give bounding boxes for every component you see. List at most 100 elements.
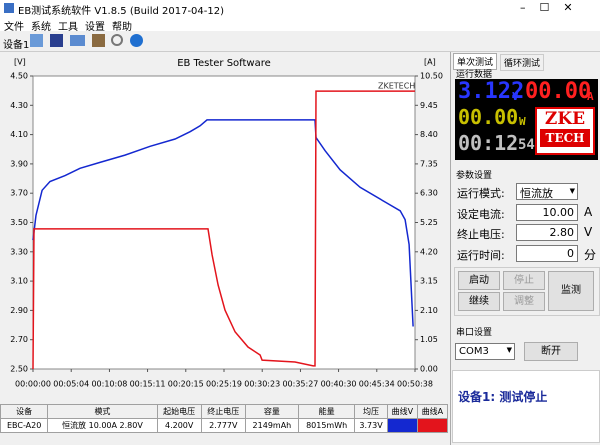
y-tick-label: 3.30 bbox=[10, 247, 28, 256]
port-select[interactable]: COM3 ▼ bbox=[455, 343, 515, 360]
cell: 2.777V bbox=[200, 418, 246, 433]
display-panel: 3.122 V 00.00 A 00.00 W 00:12 54 ZKE TEC… bbox=[455, 79, 598, 160]
menu-item[interactable]: 文件 bbox=[4, 22, 24, 33]
adjust-button: 调整 bbox=[503, 292, 545, 311]
logo-top: ZKE bbox=[544, 109, 586, 129]
monitor-icon[interactable] bbox=[70, 35, 85, 46]
start-button[interactable]: 启动 bbox=[458, 271, 500, 290]
window-title: EB测试系统软件 V1.8.5 (Build 2017-04-12) bbox=[18, 6, 225, 17]
section-label: 参数设置 bbox=[456, 171, 493, 181]
x-tick-label: 00:05:04 bbox=[53, 380, 89, 389]
divider bbox=[450, 52, 451, 445]
status-text: 设备1: 测试停止 bbox=[458, 390, 548, 404]
status-box: 设备1: 测试停止 bbox=[452, 370, 600, 443]
param-label: 运行模式: bbox=[457, 187, 505, 200]
title-bar: EB测试系统软件 V1.8.5 (Build 2017-04-12) –☐✕ bbox=[0, 0, 600, 17]
param-label: 终止电压: bbox=[457, 228, 505, 241]
header-cell: 设备 bbox=[0, 404, 49, 419]
y2-tick-label: 5.25 bbox=[420, 218, 438, 227]
param-unit: V bbox=[584, 225, 593, 239]
monitor-button[interactable]: 监测 bbox=[548, 271, 594, 311]
curve-swatch[interactable] bbox=[416, 418, 449, 433]
search-icon[interactable] bbox=[111, 34, 123, 46]
menu-item[interactable]: 工具 bbox=[58, 22, 78, 33]
disconnect-button[interactable]: 断开 bbox=[524, 342, 578, 361]
x-tick-label: 00:25:19 bbox=[206, 380, 242, 389]
info-icon[interactable] bbox=[130, 34, 143, 47]
x-tick-label: 00:10:08 bbox=[91, 380, 127, 389]
menu-item[interactable]: 系统 bbox=[31, 22, 51, 33]
logo-bottom: TECH bbox=[540, 129, 590, 147]
param-value: 恒流放 bbox=[520, 187, 553, 200]
header-row: 设备 模式 起始电压 终止电压 容量 能量 均压 曲线V 曲线A bbox=[0, 404, 449, 419]
x-tick-label: 00:30:23 bbox=[244, 380, 280, 389]
param-label: 运行时间: bbox=[457, 248, 505, 262]
device-selector[interactable]: 设备1 bbox=[3, 40, 30, 51]
app-icon bbox=[4, 3, 14, 13]
data-row: EBC-A20 恒流放 10.00A 2.80V 4.200V 2.777V 2149m… bbox=[0, 418, 449, 433]
power-display: 00.00 bbox=[458, 105, 519, 129]
y2-tick-label: 2.10 bbox=[420, 306, 438, 315]
header-cell: 起始电压 bbox=[156, 404, 202, 419]
menu-bar: 文件 系统 工具 设置 帮助 bbox=[0, 16, 600, 33]
cell: 8015mWh bbox=[297, 418, 356, 433]
y2-tick-label: 8.40 bbox=[420, 130, 438, 139]
param-unit: 分 bbox=[584, 247, 597, 262]
param-field[interactable]: 0 bbox=[516, 244, 578, 262]
port: COM3 bbox=[459, 346, 489, 357]
menu-item[interactable]: 帮助 bbox=[112, 22, 132, 33]
curve-swatch[interactable] bbox=[386, 418, 418, 433]
y-tick-label: 3.70 bbox=[10, 189, 28, 198]
y2-tick-label: 3.15 bbox=[420, 277, 438, 286]
x-tick-label: 00:15:11 bbox=[130, 380, 166, 389]
header-cell: 终止电压 bbox=[200, 404, 246, 419]
header-cell: 均压 bbox=[354, 404, 388, 419]
x-tick-label: 00:20:15 bbox=[168, 380, 204, 389]
save-icon[interactable] bbox=[50, 34, 63, 47]
summary-table: 设备 模式 起始电压 终止电压 容量 能量 均压 曲线V 曲线A EBC-A20 恒流放 10.00… bbox=[0, 404, 449, 433]
x-tick-label: 00:50:38 bbox=[397, 380, 433, 389]
param-value: 10.00 bbox=[542, 205, 575, 219]
header-cell: 曲线V bbox=[386, 404, 418, 419]
param-unit: A bbox=[584, 204, 593, 219]
time-display: 00:12 bbox=[458, 131, 519, 155]
cell: 4.200V bbox=[156, 418, 202, 433]
tab[interactable]: 循环测试 bbox=[500, 54, 545, 71]
param-field[interactable]: 10.00 bbox=[516, 203, 578, 221]
param-field[interactable]: 恒流放 ▼ bbox=[516, 183, 578, 200]
header-cell: 能量 bbox=[297, 404, 356, 419]
continue-button[interactable]: 继续 bbox=[458, 292, 500, 311]
open-icon[interactable] bbox=[30, 34, 43, 47]
y2-tick-label: 1.05 bbox=[420, 335, 438, 344]
logo: ZKE TECH bbox=[535, 107, 595, 155]
section-label: 串口设置 bbox=[456, 328, 493, 338]
y2-tick-label: 10.50 bbox=[420, 72, 443, 81]
y-tick-label: 2.50 bbox=[10, 365, 28, 374]
param-label: 设定电流: bbox=[457, 207, 505, 221]
dropdown-arrow: ▼ bbox=[569, 187, 575, 195]
header-cell: 曲线A bbox=[416, 404, 449, 419]
cell: 恒流放 10.00A 2.80V bbox=[47, 418, 158, 433]
param-field[interactable]: 2.80 bbox=[516, 224, 578, 241]
y2-tick-label: 4.20 bbox=[420, 247, 438, 256]
current-display: 00.00 bbox=[525, 79, 592, 104]
stop-button: 停止 bbox=[503, 271, 545, 290]
chart-title: EB Tester Software bbox=[177, 58, 271, 69]
header-cell: 容量 bbox=[244, 404, 299, 419]
y2-tick-label: 0.00 bbox=[420, 365, 438, 374]
tab[interactable]: 单次测试 bbox=[453, 53, 498, 70]
toolbar: 设备1 bbox=[0, 31, 600, 52]
param-value: 0 bbox=[567, 246, 574, 260]
tools-icon[interactable] bbox=[92, 34, 105, 47]
y2-tick-label: 7.35 bbox=[420, 159, 438, 168]
series-line bbox=[32, 119, 414, 327]
window-controls[interactable]: –☐✕ bbox=[520, 1, 587, 14]
y-axis-label: [V] bbox=[14, 58, 26, 67]
x-tick-label: 00:45:34 bbox=[359, 380, 395, 389]
menu-item[interactable]: 设置 bbox=[85, 22, 105, 33]
y-tick-label: 4.50 bbox=[10, 72, 28, 81]
param-value: 2.80 bbox=[549, 226, 575, 239]
dropdown-arrow: ▼ bbox=[506, 346, 512, 354]
y-tick-label: 2.70 bbox=[10, 335, 28, 344]
